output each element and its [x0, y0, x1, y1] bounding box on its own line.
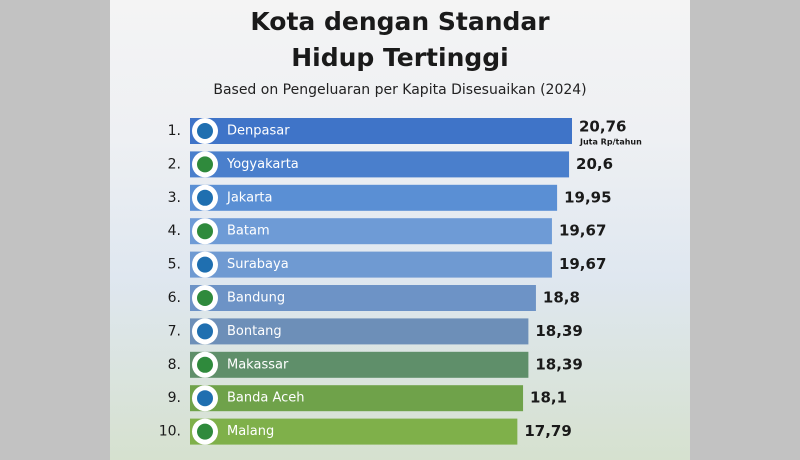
value-label: 18,39	[535, 355, 582, 373]
bar	[190, 151, 570, 178]
rank-label: 4.	[168, 223, 181, 239]
bar	[190, 184, 558, 211]
chart-subtitle: Based on Pengeluaran per Kapita Disesuai…	[213, 82, 587, 98]
logo	[197, 156, 213, 173]
rank-label: 6.	[168, 290, 181, 306]
value-label: 18,8	[543, 289, 580, 307]
rank-label: 9.	[168, 390, 181, 406]
value-label: 19,67	[559, 222, 606, 240]
bar	[190, 118, 572, 144]
category-label: Bandung	[227, 291, 285, 306]
category-label: Bontang	[227, 324, 282, 339]
bar	[190, 385, 524, 412]
chart-title: Kota dengan Standar Hidup Tertinggi	[250, 7, 550, 72]
rank-label: 8.	[168, 357, 181, 373]
logo	[197, 189, 213, 206]
value-label: 18,1	[530, 389, 567, 407]
bar	[190, 218, 552, 245]
bar	[190, 285, 536, 311]
value-label: 19,67	[559, 255, 606, 273]
value-label: 20,76	[579, 118, 626, 136]
logo	[197, 323, 213, 340]
category-label: Surabaya	[227, 257, 289, 272]
bar	[190, 318, 529, 345]
category-label: Batam	[227, 224, 270, 239]
category-label: Jakarta	[226, 190, 272, 205]
value-label: 18,39	[535, 322, 582, 340]
value-label: 17,79	[524, 422, 571, 440]
unit-note: Juta Rp/tahun	[579, 138, 642, 147]
category-label: Makassar	[227, 357, 289, 372]
category-label: Yogyakarta	[226, 157, 299, 172]
logo	[197, 223, 213, 240]
category-label: Banda Aceh	[227, 391, 305, 406]
logo	[197, 390, 213, 407]
logo	[197, 423, 213, 440]
value-label: 19,95	[564, 188, 611, 206]
category-label: Denpasar	[227, 124, 290, 139]
rank-label: 2.	[168, 156, 181, 172]
bar	[190, 251, 552, 278]
logo	[197, 290, 213, 306]
logo	[197, 256, 213, 273]
bar	[190, 351, 529, 378]
rank-label: 3.	[168, 190, 181, 206]
logo	[197, 123, 213, 139]
rank-label: 7.	[168, 323, 181, 339]
category-label: Malang	[227, 424, 274, 439]
rank-label: 5.	[168, 257, 181, 273]
rank-label: 1.	[168, 123, 181, 139]
value-label: 20,6	[576, 155, 613, 173]
logo	[197, 356, 213, 373]
rank-label: 10.	[159, 424, 181, 440]
bar	[190, 418, 518, 445]
